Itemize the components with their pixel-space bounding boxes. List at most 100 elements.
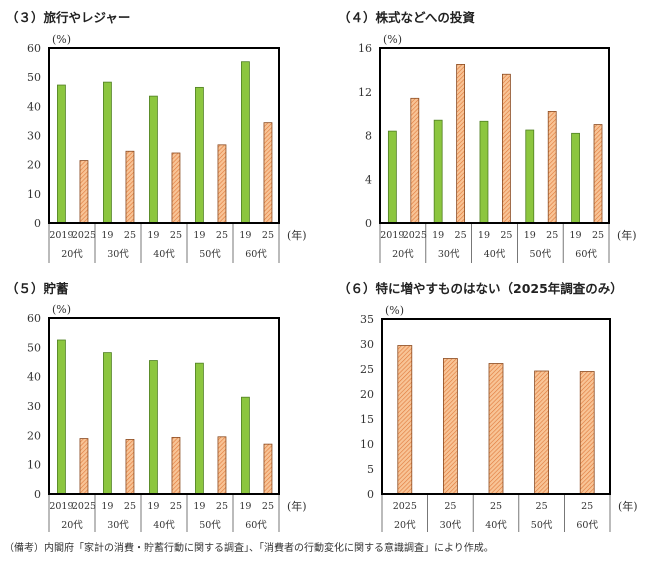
- bar-2025-20代: [79, 160, 89, 224]
- y-tick-label: 20: [27, 159, 41, 172]
- y-axis-unit: (%): [385, 304, 404, 317]
- bar-2025-50代: [217, 144, 227, 224]
- year-label: 25: [216, 230, 228, 241]
- bar-2025-60代: [593, 124, 603, 224]
- year-label: 2019: [49, 501, 73, 512]
- bar-2019-20代: [387, 130, 397, 224]
- year-label: 2025: [403, 230, 427, 241]
- plot-frame: [381, 318, 611, 495]
- footnote: （備考）内閣府「家計の消費・貯蓄行動に関する調査」、「消費者の行動変化に関する意…: [4, 541, 494, 554]
- age-group-label: 30代: [438, 249, 460, 260]
- year-label: 19: [570, 230, 582, 241]
- y-tick-label: 0: [365, 217, 372, 230]
- bar-2025-50代: [217, 436, 227, 495]
- x-axis-unit: (年): [618, 499, 638, 513]
- age-group-label: 20代: [61, 520, 83, 531]
- year-label: 19: [239, 230, 251, 241]
- y-tick-label: 4: [365, 173, 372, 186]
- bar-2025-40代: [171, 152, 181, 224]
- bar-2019-40代: [149, 95, 158, 224]
- age-group-label: 30代: [107, 249, 129, 260]
- y-tick-label: 0: [34, 217, 41, 230]
- year-label: 19: [193, 230, 205, 241]
- year-label: 2019: [49, 230, 73, 241]
- chart-title: （６）特に増やすものはない（2025年調査のみ）: [338, 281, 623, 296]
- year-label: 25: [170, 501, 182, 512]
- bar-2025-20代: [397, 345, 413, 495]
- year-label: 19: [524, 230, 536, 241]
- age-group-label: 40代: [484, 249, 506, 260]
- year-label: 25: [124, 230, 136, 241]
- year-label: 19: [101, 230, 113, 241]
- year-label: 25: [536, 501, 548, 512]
- y-tick-label: 10: [27, 188, 41, 201]
- y-tick-label: 15: [360, 413, 374, 426]
- year-label: 25: [592, 230, 604, 241]
- age-group-label: 60代: [575, 249, 597, 260]
- chart-title: （５）貯蓄: [6, 281, 69, 296]
- year-label: 2025: [72, 230, 96, 241]
- age-group-label: 50代: [199, 249, 221, 260]
- bar-2025-50代: [547, 111, 557, 224]
- year-label: 25: [490, 501, 502, 512]
- y-axis-unit: (%): [383, 33, 402, 46]
- y-tick-label: 60: [27, 42, 41, 55]
- year-label: 19: [101, 501, 113, 512]
- bar-2019-20代: [57, 339, 66, 495]
- year-label: 25: [262, 501, 274, 512]
- y-tick-label: 12: [358, 86, 372, 99]
- age-group-label: 40代: [153, 520, 175, 531]
- year-label: 19: [432, 230, 444, 241]
- bar-2025-30代: [442, 358, 458, 495]
- age-group-label: 60代: [245, 249, 267, 260]
- year-label: 25: [170, 230, 182, 241]
- age-group-label: 60代: [245, 520, 267, 531]
- y-tick-label: 0: [367, 488, 374, 501]
- age-group-label: 30代: [440, 520, 462, 531]
- age-group-label: 20代: [61, 249, 83, 260]
- bar-2025-50代: [534, 370, 549, 495]
- bar-2019-40代: [149, 360, 158, 495]
- age-group-label: 50代: [530, 249, 552, 260]
- bar-2019-30代: [103, 352, 112, 495]
- y-tick-label: 30: [360, 338, 374, 351]
- bar-2025-40代: [502, 73, 511, 224]
- year-label: 2025: [72, 501, 96, 512]
- bar-2025-30代: [125, 439, 135, 495]
- y-tick-label: 5: [367, 463, 374, 476]
- bar-2019-40代: [479, 120, 489, 224]
- year-label: 19: [193, 501, 205, 512]
- bar-2025-30代: [125, 150, 135, 224]
- y-tick-label: 50: [27, 71, 41, 84]
- y-tick-label: 10: [360, 438, 374, 451]
- bar-2019-30代: [103, 81, 112, 224]
- y-tick-label: 30: [27, 400, 41, 413]
- year-label: 25: [124, 501, 136, 512]
- y-axis-unit: (%): [52, 33, 71, 46]
- year-label: 19: [478, 230, 490, 241]
- year-label: 2025: [393, 501, 417, 512]
- year-label: 2019: [380, 230, 404, 241]
- year-label: 25: [455, 230, 467, 241]
- age-group-label: 50代: [199, 520, 221, 531]
- year-label: 19: [239, 501, 251, 512]
- age-group-label: 40代: [485, 520, 507, 531]
- year-label: 25: [444, 501, 456, 512]
- bar-2019-60代: [241, 61, 250, 224]
- y-tick-label: 8: [365, 130, 372, 143]
- bar-2025-60代: [263, 122, 273, 224]
- y-tick-label: 10: [27, 459, 41, 472]
- bar-2025-30代: [456, 64, 466, 224]
- bar-2025-40代: [171, 436, 181, 495]
- bar-2025-20代: [79, 438, 89, 495]
- bar-2019-30代: [433, 119, 443, 224]
- age-group-label: 20代: [394, 520, 416, 531]
- y-tick-label: 40: [27, 371, 41, 384]
- year-label: 25: [500, 230, 512, 241]
- y-tick-label: 20: [360, 388, 374, 401]
- bar-2019-50代: [525, 129, 535, 224]
- age-group-label: 40代: [153, 249, 175, 260]
- y-tick-label: 60: [27, 312, 41, 325]
- chart-title: （４）株式などへの投資: [338, 10, 475, 25]
